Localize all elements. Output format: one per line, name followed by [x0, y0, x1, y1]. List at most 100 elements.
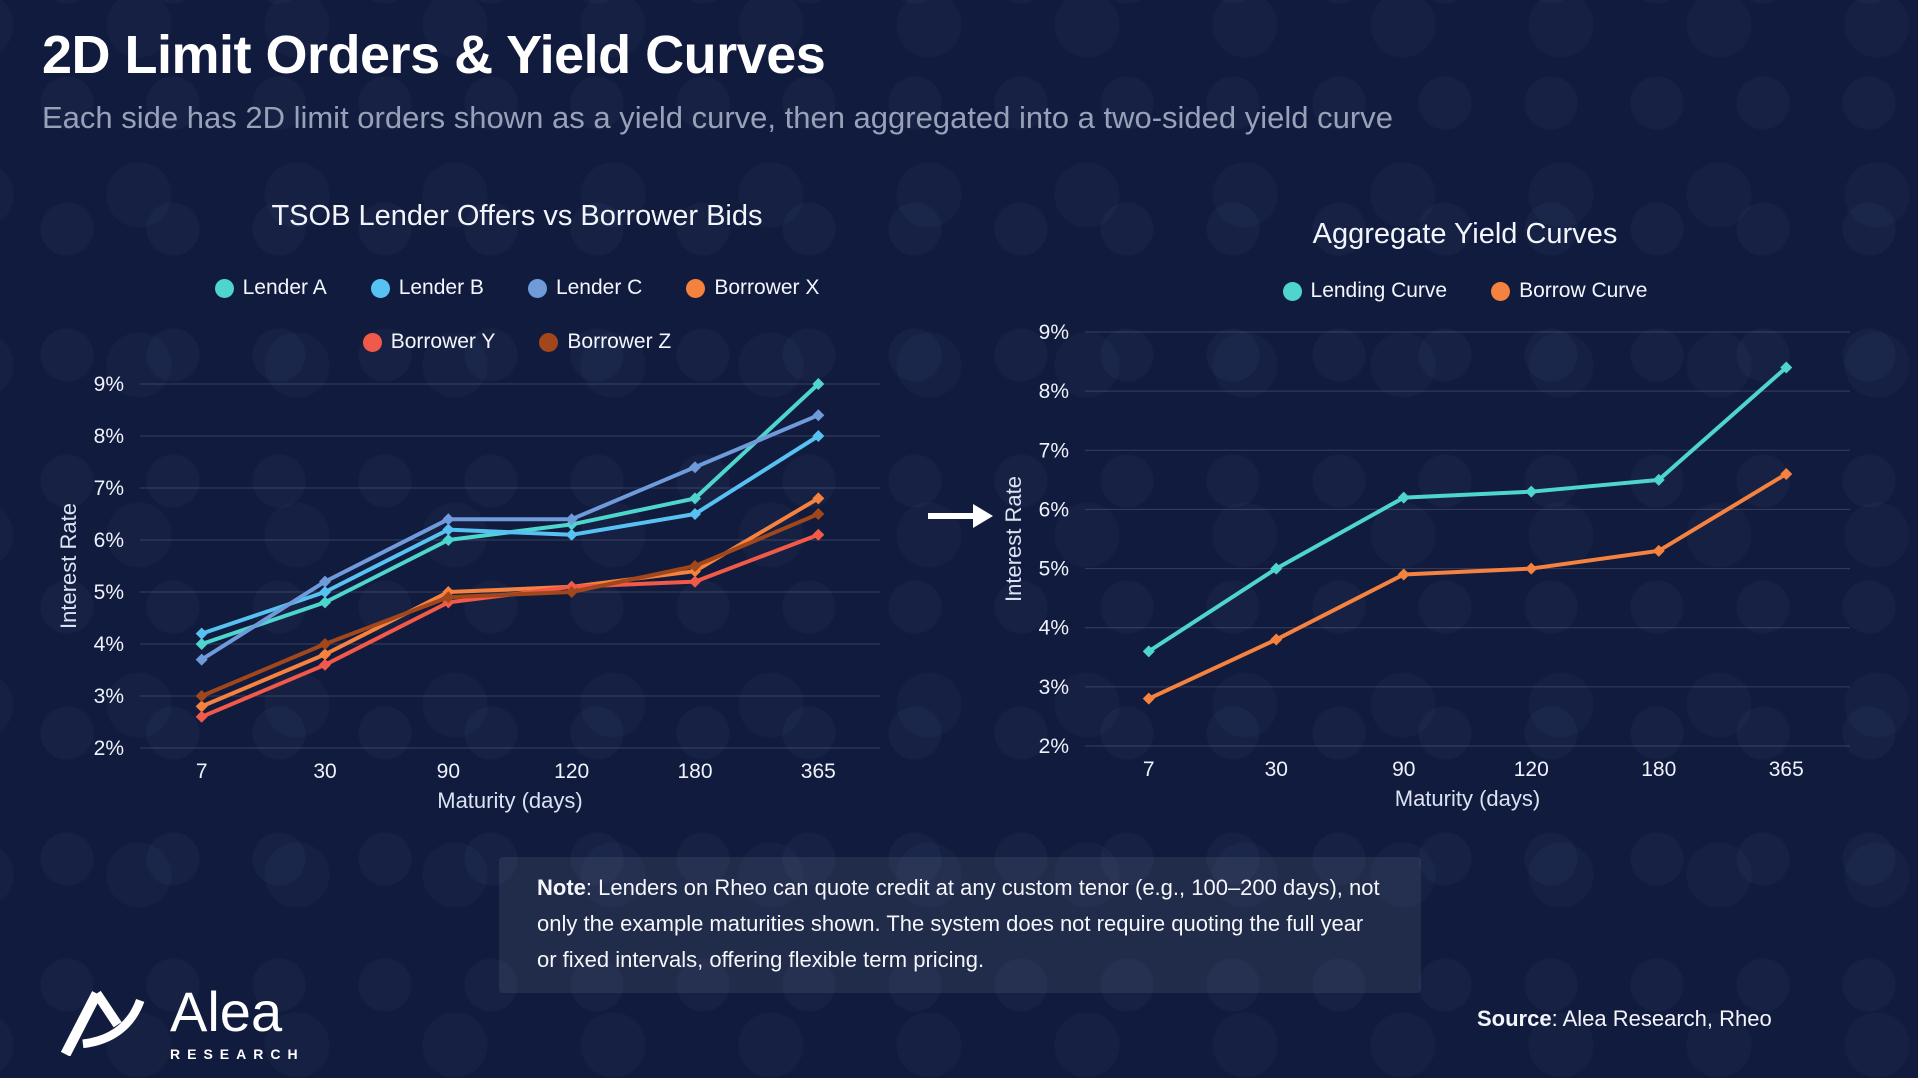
y-tick-label: 6%	[94, 529, 124, 552]
source-credit: Source: Alea Research, Rheo	[1477, 1006, 1772, 1032]
y-axis-title: Interest Rate	[60, 503, 81, 629]
tsob-lender-borrower-chart: 2% 3% 4% 5% 6% 7% 8% 9% 7 30 90 120 180 365 Maturity (…	[56, 362, 880, 814]
series-point-lender-b	[565, 528, 578, 541]
x-tick-label: 90	[437, 760, 460, 783]
source-label: Source	[1477, 1006, 1552, 1031]
x-tick-label: 180	[1641, 758, 1676, 781]
legend-swatch-lender-b	[370, 278, 390, 298]
y-tick-label: 5%	[94, 581, 124, 604]
logo-name: Alea	[170, 980, 283, 1043]
series-point-lender-b	[319, 586, 331, 598]
x-tick-label: 120	[554, 760, 589, 783]
x-tick-label: 180	[677, 760, 712, 783]
series-point-borrower-z	[319, 638, 331, 650]
series-line-lender-a	[201, 382, 820, 646]
series-line-borrower-z	[200, 512, 820, 698]
series-point-borrower-x	[319, 648, 331, 661]
x-tick-label: 30	[1265, 758, 1288, 781]
legend-item-lender-a: Lender A	[214, 276, 327, 300]
x-tick-label: 90	[1392, 758, 1415, 781]
page-header: 2D Limit Orders & Yield Curves Each side…	[42, 24, 1393, 136]
series-point-lender-a	[195, 638, 208, 650]
series-point-lender-c	[442, 513, 455, 526]
legend-item-borrower-x: Borrower X	[686, 276, 819, 300]
y-tick-label: 4%	[94, 633, 124, 656]
legend-label: Lender B	[398, 276, 484, 299]
series-line-lending-curve	[1147, 365, 1788, 654]
y-tick-label: 3%	[1039, 676, 1069, 699]
series-point-lender-b	[812, 430, 825, 442]
series-point-lender-b	[689, 508, 701, 520]
series-point-borrow-curve	[1397, 568, 1410, 581]
legend-swatch-lending-curve	[1282, 281, 1302, 301]
y-tick-label: 9%	[94, 373, 124, 396]
series-point-lending-curve	[1652, 473, 1665, 486]
chart-title-tsob: TSOB Lender Offers vs Borrower Bids	[271, 200, 763, 232]
x-tick-label: 120	[1514, 758, 1549, 781]
series-line-lender-b	[201, 434, 820, 636]
chart-legend-tsob: Lender A Lender B Lender C Borrower X Borrow…	[197, 276, 837, 354]
x-tick-label: 7	[1143, 758, 1155, 781]
legend-label: Lender C	[555, 276, 643, 299]
series-point-borrow-curve	[1270, 633, 1283, 646]
series-point-lending-curve	[1270, 562, 1283, 575]
legend-label: Lender A	[242, 276, 327, 299]
series-point-lender-a	[812, 378, 825, 390]
aggregate-yield-chart: 2% 3% 4% 5% 6% 7% 8% 9% 7 30 90 120 180 365 Maturity (…	[1001, 310, 1850, 812]
note-text: : Lenders on Rheo can quote credit at an…	[537, 875, 1380, 972]
legend-label: Borrower Y	[390, 330, 496, 353]
legend-label: Borrower X	[714, 276, 820, 299]
chart-legend-aggregate: Lending Curve Borrow Curve	[1185, 279, 1745, 303]
series-point-borrower-z	[812, 508, 825, 520]
x-tick-label: 365	[1769, 758, 1804, 781]
legend-swatch-borrow-curve	[1491, 281, 1511, 301]
series-point-borrow-curve	[1525, 562, 1538, 575]
alea-logo-text: Alea RESEARCH	[170, 980, 305, 1063]
series-point-lender-c	[689, 461, 701, 474]
chart-title-aggregate: Aggregate Yield Curves	[1312, 218, 1618, 250]
y-tick-label: 7%	[1039, 439, 1069, 462]
series-point-borrower-x	[195, 700, 208, 713]
y-tick-label: 2%	[1039, 735, 1069, 758]
series-point-borrower-z	[195, 690, 208, 702]
y-tick-label: 7%	[94, 477, 124, 500]
series-point-lender-c	[565, 513, 578, 526]
series-point-lending-curve	[1780, 361, 1793, 374]
series-point-lender-b	[442, 523, 455, 536]
legend-item-borrower-y: Borrower Y	[362, 330, 496, 354]
series-point-borrower-y	[319, 658, 331, 671]
legend-item-borrow-curve: Borrow Curve	[1491, 279, 1647, 303]
series-point-borrow-curve	[1652, 544, 1665, 557]
alea-logo: Alea RESEARCH	[58, 984, 305, 1062]
series-point-lender-c	[195, 653, 208, 666]
series-line-lender-c	[200, 413, 820, 662]
legend-swatch-lender-a	[214, 278, 234, 298]
page-title: 2D Limit Orders & Yield Curves	[42, 25, 826, 85]
series-point-borrower-z	[689, 560, 701, 572]
source-text: : Alea Research, Rheo	[1551, 1006, 1772, 1031]
logo-subname: RESEARCH	[170, 1046, 305, 1062]
page-subtitle: Each side has 2D limit orders shown as a…	[42, 100, 1393, 135]
x-axis-title: Maturity (days)	[1395, 786, 1540, 811]
series-point-lender-c	[812, 409, 825, 422]
series-point-borrower-z	[565, 586, 578, 598]
series-point-lender-a	[689, 492, 701, 505]
y-axis-title: Interest Rate	[1005, 476, 1026, 602]
series-line-borrow-curve	[1147, 472, 1788, 701]
series-point-lender-a	[319, 596, 331, 609]
legend-swatch-borrower-y	[362, 332, 382, 352]
x-tick-label: 365	[801, 760, 836, 783]
series-point-borrower-z	[442, 591, 455, 604]
series-point-lending-curve	[1397, 491, 1410, 504]
series-point-borrow-curve	[1142, 692, 1155, 705]
y-tick-label: 9%	[1039, 321, 1069, 344]
legend-swatch-borrower-z	[539, 332, 559, 352]
series-point-lender-a	[442, 534, 455, 546]
chart-canvas: 2% 3% 4% 5% 6% 7% 8% 9% 7 30 90 120 180 365 Maturity (…	[56, 373, 880, 813]
arrow-right-icon	[925, 500, 995, 537]
alea-logo-mark	[60, 990, 145, 1056]
y-tick-label: 8%	[94, 425, 124, 448]
series-point-borrower-y	[689, 575, 701, 588]
legend-swatch-borrower-x	[686, 278, 706, 298]
legend-item-lender-c: Lender C	[527, 276, 643, 300]
